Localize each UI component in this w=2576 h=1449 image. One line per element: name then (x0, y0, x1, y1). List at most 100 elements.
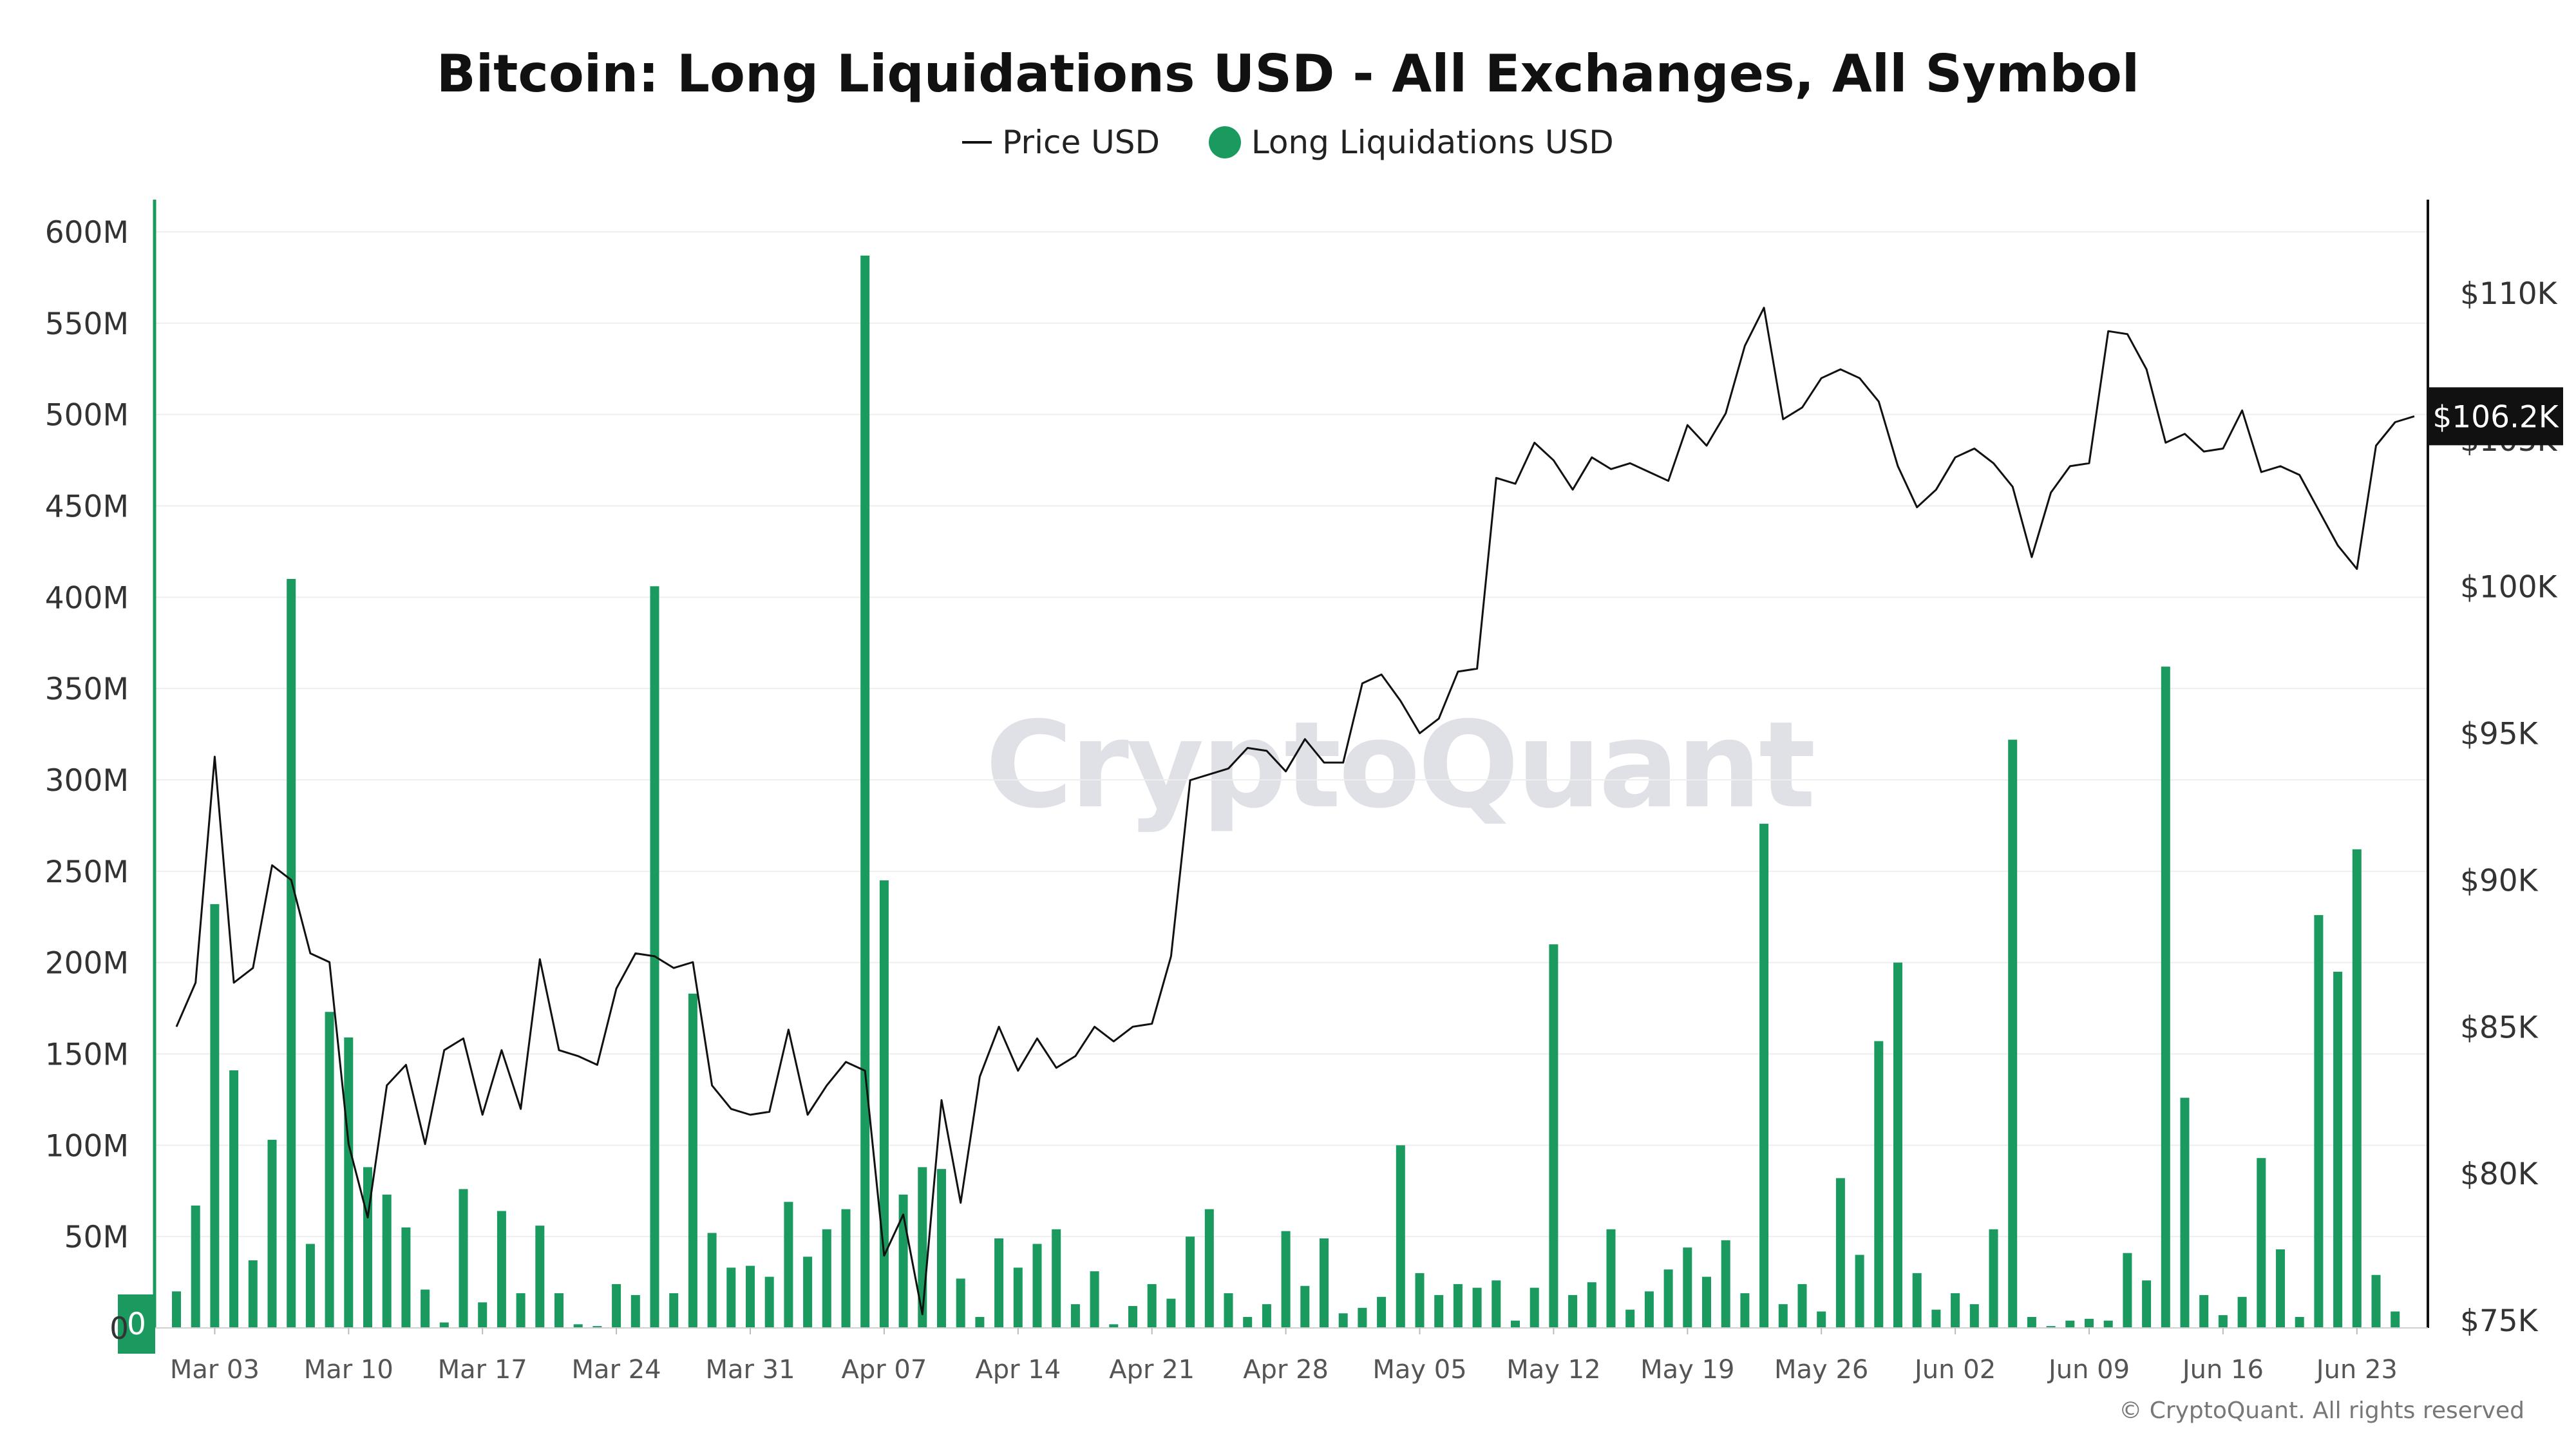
liquidation-bar (267, 1139, 277, 1328)
liquidation-bar (1549, 944, 1558, 1328)
liquidation-bar (1147, 1283, 1157, 1328)
liquidation-bar (2237, 1296, 2247, 1328)
x-axis: Mar 03 Mar 10 Mar 17 Mar 24 Mar 31 Apr 07 Apr … (170, 1328, 2398, 1385)
legend-item-liquidations[interactable]: Long Liquidations USD (1208, 123, 1614, 161)
liquidation-bar (1855, 1255, 1864, 1328)
liquidation-bar (1912, 1273, 1922, 1328)
legend-label-liquidations: Long Liquidations USD (1251, 123, 1614, 161)
grid-lines (155, 231, 2428, 1238)
liquidation-bar (2371, 1274, 2381, 1328)
liquidation-bar (1472, 1287, 1482, 1328)
liquidation-bar (630, 1294, 640, 1328)
liquidation-bar (439, 1322, 449, 1328)
liquidation-bar (2276, 1249, 2285, 1328)
price-tag-group: $106.2K (2428, 387, 2563, 446)
y-left-tick-label: 250M (45, 855, 129, 890)
liquidation-bar (707, 1233, 717, 1328)
liquidation-bar (1893, 962, 1902, 1328)
y-left-tick-label: 400M (45, 580, 129, 616)
liquidation-bar (1817, 1311, 1826, 1328)
legend-item-price[interactable]: Price USD (962, 124, 1160, 161)
x-tick-label: Jun 09 (2047, 1355, 2130, 1385)
liquidation-bar (325, 1012, 334, 1328)
liquidation-bar (1759, 824, 1769, 1328)
x-tick-label: May 05 (1372, 1355, 1466, 1385)
liquidation-bar (592, 1326, 602, 1328)
chart-title: Bitcoin: Long Liquidations USD - All Exc… (436, 44, 2140, 104)
liquidation-bar (860, 255, 870, 1328)
liquidation-bar (2161, 667, 2170, 1328)
liquidation-bar (1740, 1293, 1750, 1328)
y-left-tick-label: 550M (45, 307, 129, 342)
liquidation-bar (2065, 1320, 2075, 1328)
x-tick-label: Mar 24 (572, 1355, 661, 1385)
liquidation-bar (688, 993, 697, 1328)
liquidation-bar (1511, 1320, 1520, 1328)
liquidation-bar (1243, 1316, 1253, 1328)
liquidation-bar (1797, 1283, 1807, 1328)
y-right-tick-label: $100K (2460, 570, 2558, 605)
liquidation-bar (2199, 1294, 2209, 1328)
liquidation-bar (2314, 914, 2324, 1328)
liquidation-bar (1530, 1287, 1539, 1328)
liquidation-bar (1320, 1238, 1329, 1328)
liquidation-bar (1281, 1231, 1291, 1328)
y-left-tick-label: 500M (45, 398, 129, 433)
y-left-tick-label: 350M (45, 672, 129, 707)
y-right-tick-label: $80K (2460, 1157, 2539, 1192)
x-tick-label: Jun 02 (1913, 1355, 1996, 1385)
x-tick-label: Mar 31 (705, 1355, 795, 1385)
liquidation-bar (937, 1169, 946, 1328)
liquidation-bar (822, 1229, 831, 1328)
liquidation-bar (1013, 1267, 1023, 1328)
liquidation-bar (1606, 1229, 1616, 1328)
liquidation-bar (2391, 1311, 2400, 1328)
copyright-text: © CryptoQuant. All rights reserved (2119, 1397, 2524, 1424)
liquidation-bar (573, 1324, 583, 1328)
liquidation-bar (1358, 1307, 1367, 1328)
liquidation-bar (1186, 1236, 1195, 1328)
liquidation-bar (956, 1278, 965, 1328)
liquidation-bar (497, 1211, 506, 1328)
price-tag-label: $106.2K (2432, 399, 2559, 435)
x-tick-label: Mar 03 (170, 1355, 260, 1385)
liquidation-bar (2218, 1315, 2228, 1328)
liquidation-bar (1396, 1145, 1405, 1328)
liquidation-bar (1568, 1294, 1578, 1328)
liquidation-bar (879, 880, 889, 1328)
y-left-tick-label: 450M (45, 489, 129, 525)
liquidation-bar (2027, 1316, 2036, 1328)
liquidation-bar (1300, 1285, 1310, 1328)
liquidation-bar (1453, 1283, 1463, 1328)
liquidation-bar (478, 1302, 488, 1328)
liquidation-bar (1109, 1324, 1119, 1328)
liquidation-bar (2180, 1097, 2190, 1328)
liquidation-bar (841, 1209, 851, 1328)
x-tick-label: Jun 23 (2315, 1355, 2398, 1385)
liquidation-bar (1721, 1240, 1730, 1328)
liquidation-bar (726, 1267, 736, 1328)
liquidation-bar (1778, 1304, 1788, 1328)
liquidation-bar (975, 1316, 985, 1328)
y-right-tick-label: $95K (2460, 717, 2539, 752)
price-tag (2428, 387, 2563, 446)
x-tick-label: Mar 17 (438, 1355, 527, 1385)
liquidation-bar (2295, 1316, 2304, 1328)
liquidation-bar (2257, 1158, 2266, 1328)
liquidation-bar (1989, 1229, 1998, 1328)
liquidation-bar (1032, 1244, 1042, 1328)
liquidation-bar (1415, 1273, 1425, 1328)
liquidation-bar (1166, 1298, 1176, 1328)
liquidation-bar (1262, 1304, 1271, 1328)
liquidation-bar (746, 1265, 755, 1328)
y-left-tick-label: 600M (45, 215, 129, 251)
y-left-tick-label: 0 (109, 1311, 129, 1347)
liquidation-bar (1969, 1304, 1979, 1328)
y-left-tick-label: 150M (45, 1037, 129, 1073)
liquidation-bar (1338, 1313, 1348, 1328)
y-left-tick-label: 50M (64, 1220, 129, 1255)
liquidation-bar (2123, 1253, 2132, 1328)
liquidation-bar (344, 1037, 354, 1328)
liquidation-bar (1377, 1296, 1387, 1328)
